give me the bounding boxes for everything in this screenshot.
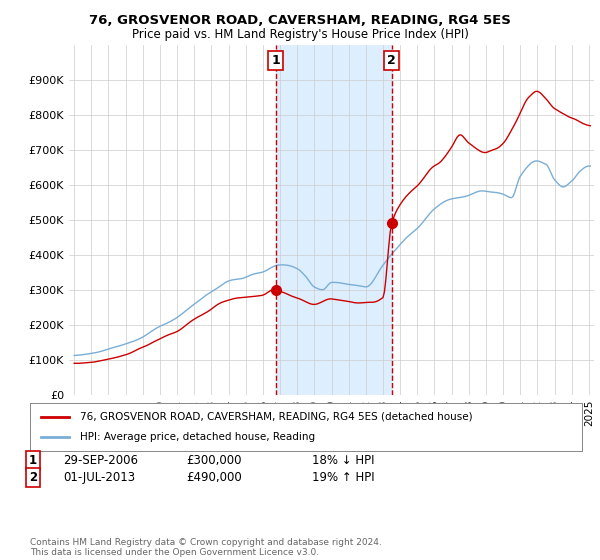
- Text: HPI: Average price, detached house, Reading: HPI: Average price, detached house, Read…: [80, 432, 315, 442]
- Text: 2: 2: [387, 54, 396, 67]
- Text: 2: 2: [29, 470, 37, 484]
- Bar: [276, 45, 392, 395]
- Text: £490,000: £490,000: [186, 470, 242, 484]
- Text: Price paid vs. HM Land Registry's House Price Index (HPI): Price paid vs. HM Land Registry's House …: [131, 28, 469, 41]
- Text: £300,000: £300,000: [186, 454, 241, 467]
- Text: 1: 1: [271, 54, 280, 67]
- Text: 76, GROSVENOR ROAD, CAVERSHAM, READING, RG4 5ES (detached house): 76, GROSVENOR ROAD, CAVERSHAM, READING, …: [80, 412, 472, 422]
- Text: 01-JUL-2013: 01-JUL-2013: [63, 470, 135, 484]
- Text: Contains HM Land Registry data © Crown copyright and database right 2024.
This d: Contains HM Land Registry data © Crown c…: [30, 538, 382, 557]
- Text: 19% ↑ HPI: 19% ↑ HPI: [312, 470, 374, 484]
- Text: 1: 1: [29, 454, 37, 467]
- Text: 29-SEP-2006: 29-SEP-2006: [63, 454, 138, 467]
- Text: 18% ↓ HPI: 18% ↓ HPI: [312, 454, 374, 467]
- Text: 76, GROSVENOR ROAD, CAVERSHAM, READING, RG4 5ES: 76, GROSVENOR ROAD, CAVERSHAM, READING, …: [89, 14, 511, 27]
